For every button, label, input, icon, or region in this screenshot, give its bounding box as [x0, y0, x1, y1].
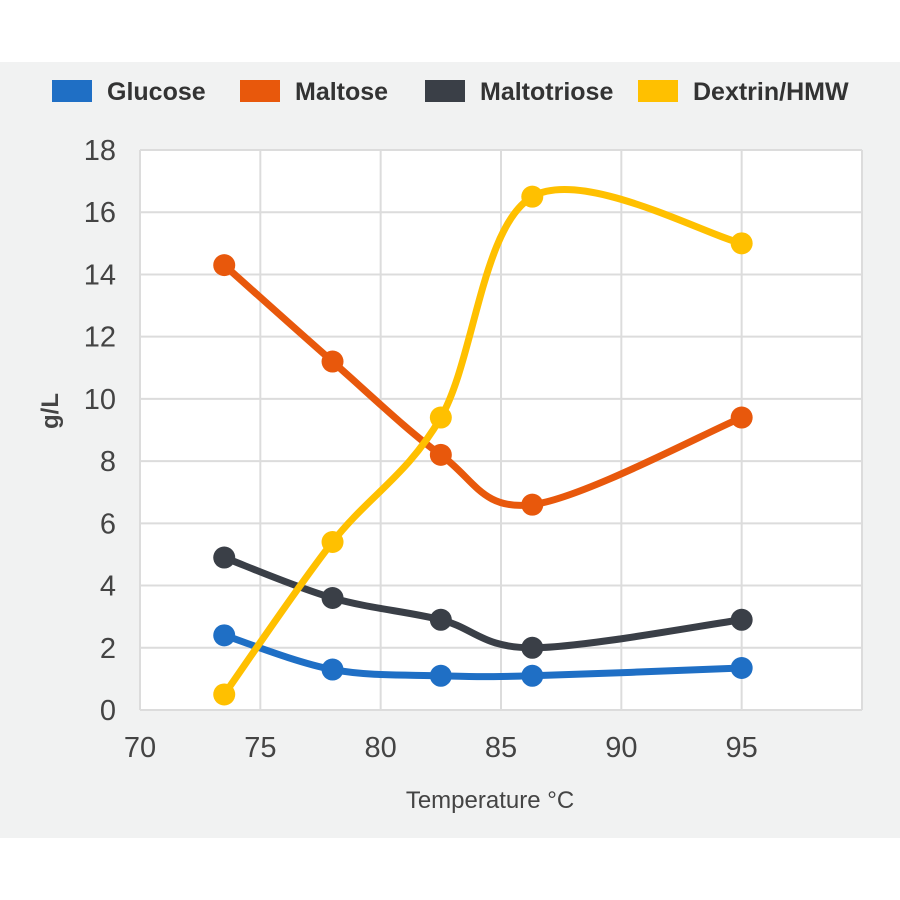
data-point-dextrin-hmw	[730, 232, 753, 255]
data-point-glucose	[521, 664, 544, 687]
data-point-maltose	[521, 493, 544, 516]
x-axis-ticks: 70 75 80 85 90 95	[124, 732, 758, 764]
legend-swatch-maltose	[240, 80, 280, 102]
legend-swatch-glucose	[52, 80, 92, 102]
x-tick-label: 85	[485, 732, 517, 764]
data-point-dextrin-hmw	[429, 406, 452, 429]
y-tick-label: 6	[100, 508, 116, 540]
y-tick-label: 2	[100, 633, 116, 665]
y-tick-label: 4	[100, 571, 116, 603]
data-point-glucose	[321, 658, 344, 681]
data-point-dextrin-hmw	[321, 531, 344, 553]
x-tick-label: 80	[365, 732, 397, 764]
data-point-maltotriose	[429, 608, 452, 631]
data-point-maltotriose	[213, 546, 236, 569]
data-point-glucose	[213, 624, 236, 647]
y-axis-ticks: 0 2 4 6 8 10 12 14 16 18	[84, 135, 116, 727]
legend: Glucose Maltose Maltotriose Dextrin/HMW	[52, 78, 849, 106]
data-point-glucose	[730, 657, 753, 679]
x-tick-label: 70	[124, 732, 156, 764]
x-tick-label: 75	[244, 732, 276, 764]
data-point-dextrin-hmw	[521, 185, 544, 208]
series-line-dextrin-hmw	[220, 186, 746, 698]
legend-swatch-maltotriose	[425, 80, 465, 102]
legend-label-glucose: Glucose	[107, 78, 206, 106]
x-axis-title: Temperature °C	[406, 787, 574, 814]
y-tick-label: 14	[84, 259, 116, 291]
series-points	[213, 185, 753, 706]
y-tick-label: 12	[84, 322, 116, 354]
legend-label-maltotriose: Maltotriose	[480, 78, 613, 106]
data-point-maltose	[321, 350, 344, 373]
legend-label-maltose: Maltose	[295, 78, 388, 106]
x-tick-label: 95	[726, 732, 758, 764]
x-tick-label: 90	[605, 732, 637, 764]
y-tick-label: 10	[84, 384, 116, 416]
data-point-dextrin-hmw	[213, 683, 236, 706]
data-point-maltose	[213, 254, 236, 277]
data-point-maltotriose	[321, 587, 344, 609]
data-point-maltose	[429, 443, 452, 466]
data-point-maltose	[730, 406, 753, 429]
data-point-maltotriose	[730, 608, 753, 631]
legend-label-dextrin-hmw: Dextrin/HMW	[693, 78, 849, 106]
y-axis-title: g/L	[37, 393, 64, 429]
y-tick-label: 16	[84, 197, 116, 229]
data-point-glucose	[429, 664, 452, 687]
y-tick-label: 8	[100, 446, 116, 478]
data-point-maltotriose	[521, 636, 544, 659]
y-tick-label: 0	[100, 695, 116, 727]
legend-swatch-dextrin-hmw	[638, 80, 678, 102]
y-tick-label: 18	[84, 135, 116, 167]
